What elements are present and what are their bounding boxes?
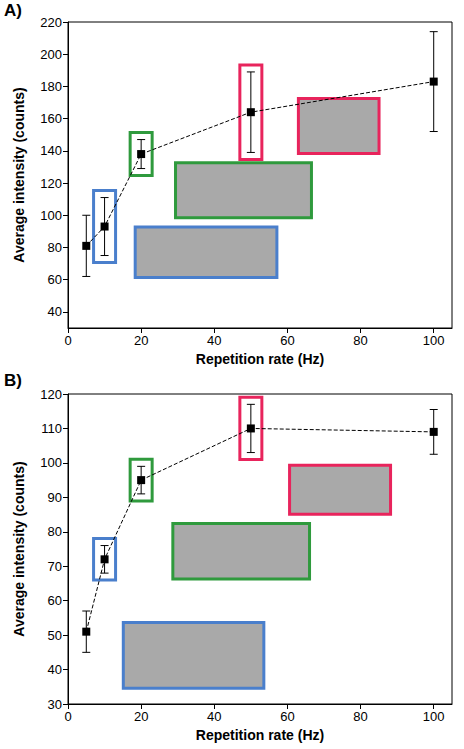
- svg-text:80: 80: [48, 240, 62, 255]
- svg-text:80: 80: [353, 333, 367, 348]
- svg-text:B): B): [4, 371, 22, 390]
- svg-text:100: 100: [423, 709, 445, 724]
- svg-text:60: 60: [280, 333, 294, 348]
- svg-text:Average intensity (counts): Average intensity (counts): [11, 87, 27, 262]
- svg-text:80: 80: [48, 524, 62, 539]
- svg-text:100: 100: [40, 455, 62, 470]
- svg-text:180: 180: [40, 79, 62, 94]
- svg-text:60: 60: [48, 272, 62, 287]
- svg-text:40: 40: [48, 304, 62, 319]
- svg-text:A): A): [4, 1, 22, 20]
- svg-text:20: 20: [134, 333, 148, 348]
- svg-text:40: 40: [207, 333, 221, 348]
- svg-text:Repetition rate (Hz): Repetition rate (Hz): [196, 351, 324, 367]
- svg-text:Repetition rate (Hz): Repetition rate (Hz): [196, 727, 324, 743]
- svg-text:60: 60: [48, 593, 62, 608]
- svg-text:100: 100: [40, 208, 62, 223]
- svg-text:160: 160: [40, 111, 62, 126]
- svg-text:40: 40: [207, 709, 221, 724]
- svg-text:90: 90: [48, 490, 62, 505]
- svg-text:100: 100: [423, 333, 445, 348]
- svg-text:20: 20: [134, 709, 148, 724]
- svg-text:70: 70: [48, 559, 62, 574]
- svg-text:0: 0: [64, 333, 71, 348]
- svg-text:140: 140: [40, 143, 62, 158]
- svg-text:120: 120: [40, 176, 62, 191]
- svg-text:110: 110: [41, 421, 62, 436]
- svg-text:220: 220: [40, 15, 62, 30]
- svg-text:Average intensity (counts): Average intensity (counts): [11, 461, 27, 636]
- svg-text:0: 0: [64, 709, 71, 724]
- svg-text:60: 60: [280, 709, 294, 724]
- svg-text:80: 80: [353, 709, 367, 724]
- svg-text:200: 200: [40, 47, 62, 62]
- svg-text:40: 40: [48, 662, 62, 677]
- svg-text:120: 120: [40, 387, 62, 402]
- svg-text:30: 30: [48, 697, 62, 712]
- svg-text:50: 50: [48, 628, 62, 643]
